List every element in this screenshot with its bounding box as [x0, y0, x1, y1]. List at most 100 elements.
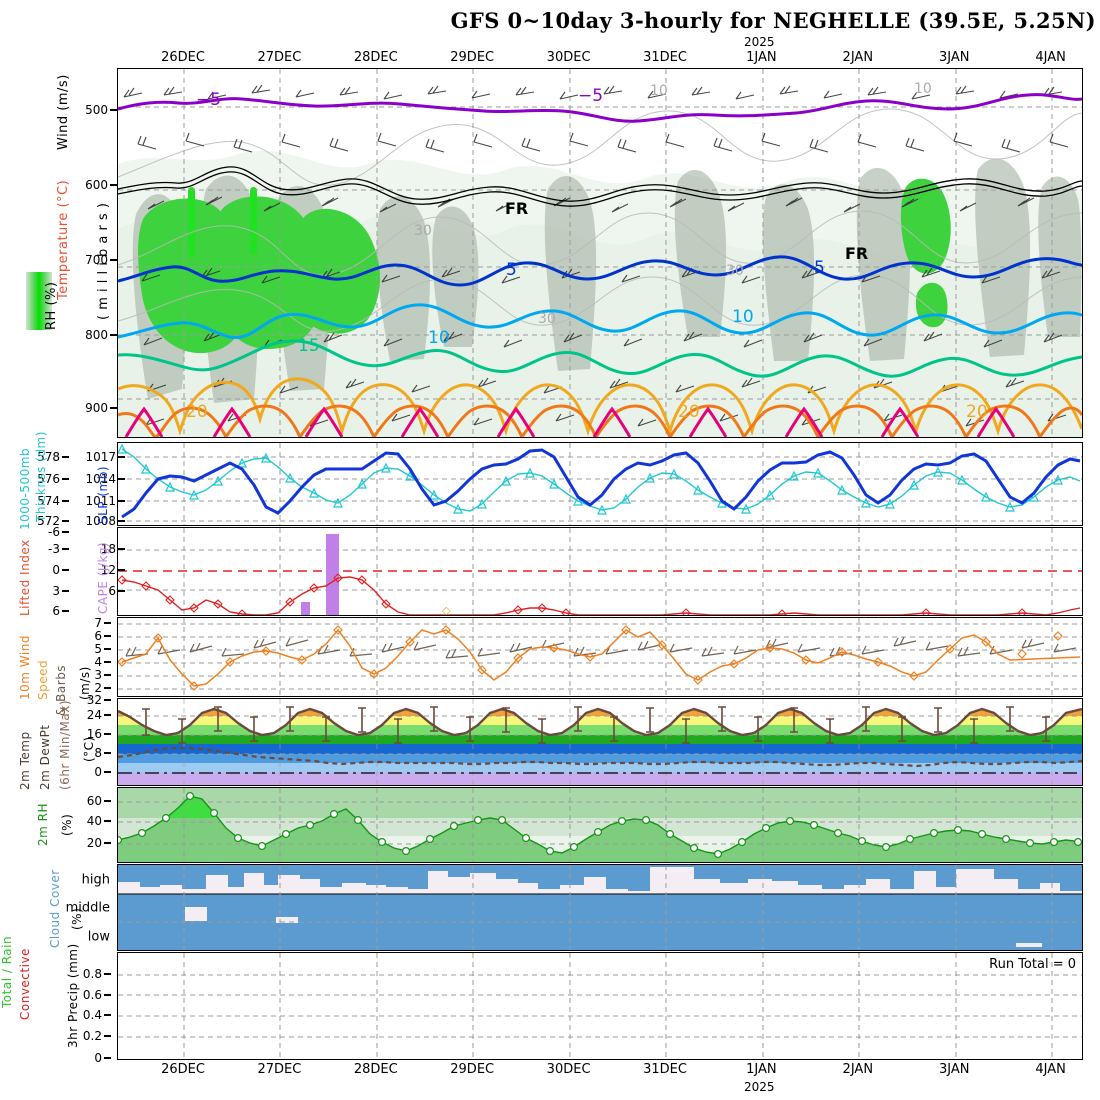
tick-mark — [104, 714, 111, 716]
axis-label-pressure: ( m i l l i b a r s ) — [96, 202, 111, 320]
lifted-index-y-tick: -6 — [48, 525, 60, 539]
tick-mark — [104, 1014, 111, 1016]
temp-fill-above — [118, 699, 1082, 785]
temp-y-tick: 24 — [86, 708, 102, 722]
tick-mark — [62, 456, 69, 458]
isotherm-15 — [118, 339, 1082, 378]
rh-y-tick: 40 — [86, 814, 102, 828]
x-tick-label: 26DEC — [161, 50, 205, 65]
wind-y-tick: 6 — [94, 629, 102, 643]
x-tick-label: 1JAN — [746, 1062, 777, 1077]
tick-mark — [104, 973, 111, 975]
precip-panel: Run Total = 0 — [117, 952, 1083, 1060]
wind-speed-panel — [117, 617, 1083, 697]
upper-air-sounding-panel: −5 −5 FR FR x x . . . . . . . 5 5 10 10 … — [117, 68, 1083, 438]
top-year-label: 2025 — [744, 35, 775, 49]
axis-label-2m-temp: 2m Temp — [18, 731, 32, 790]
legend-convective: Convective — [18, 948, 32, 1020]
contour-label: 10 — [650, 83, 668, 99]
tick-mark — [110, 184, 117, 186]
tick-mark — [110, 334, 117, 336]
tick-mark — [62, 531, 69, 533]
lifted-index-markers — [118, 573, 1027, 615]
axis-label-2m-rh: 2m RH — [36, 803, 50, 846]
tick-mark — [118, 456, 125, 458]
legend-total-rain: Total / Rain — [0, 935, 14, 1008]
tick-mark — [118, 569, 125, 571]
x-tick-label: 4JAN — [1035, 1062, 1066, 1077]
x-tick-label: 30DEC — [546, 1062, 591, 1077]
contour-label: −5 — [578, 86, 603, 106]
x-tick-label: 2JAN — [842, 1062, 874, 1077]
tick-mark — [62, 478, 69, 480]
tick-mark — [104, 622, 111, 624]
tick-mark — [104, 699, 111, 701]
tick-mark — [104, 687, 111, 689]
temp-y-tick: 32 — [86, 693, 102, 707]
cape-bars — [301, 534, 339, 615]
lifted-index-series — [121, 576, 1081, 615]
tick-mark — [110, 109, 117, 111]
axis-label-minmax: (6hr Min/Max) — [58, 700, 72, 790]
contour-label: 20 — [186, 402, 208, 422]
sounding-y-tick: 700 — [85, 253, 108, 267]
contour-label: 30 — [538, 311, 556, 327]
temp-dewpoint-panel — [117, 698, 1083, 786]
axis-label-slp: SLP (mb) — [96, 465, 110, 524]
slp-y-tick: 1008 — [85, 514, 116, 528]
cloud-row-label-high: high — [81, 872, 110, 888]
isotherm-5 — [118, 255, 1082, 287]
thickness-series — [121, 448, 1081, 512]
isotherm-25 — [118, 404, 1082, 437]
tick-mark — [118, 478, 125, 480]
x-tick-label: 31DEC — [643, 1062, 687, 1077]
slp-y-tick: 1011 — [85, 494, 116, 508]
axis-label-rh: RH (%) — [44, 281, 59, 330]
contour-label: 20 — [966, 402, 988, 422]
x-tick-label: 31DEC — [643, 50, 687, 65]
axis-label-2m-dewpt: 2m DewPt — [38, 724, 52, 790]
axis-label-rh-units: (%) — [60, 813, 74, 836]
cape-y-tick: 6 — [108, 584, 116, 598]
wind-y-tick: 3 — [94, 668, 102, 682]
tick-mark — [104, 752, 111, 754]
cloud-row-label-middle: middle — [65, 900, 110, 916]
page-title: GFS 0~10day 3-hourly for NEGHELLE (39.5E… — [450, 8, 1096, 33]
tick-mark — [118, 548, 125, 550]
axis-label-thickness: 1000-500mb — [18, 447, 32, 530]
precip-y-tick: 0 — [94, 1051, 102, 1065]
contour-label: −5 — [196, 90, 221, 110]
wind-y-tick: 7 — [94, 616, 102, 630]
rh-2m-markers — [118, 791, 1082, 858]
cape-lifted-index-panel: ◇ — [117, 527, 1083, 616]
tick-mark — [62, 520, 69, 522]
rh-y-tick: 20 — [86, 836, 102, 850]
contour-label: 10 — [914, 81, 932, 97]
contour-label: 30 — [414, 223, 432, 239]
slp-thickness-panel — [117, 442, 1083, 526]
tick-mark — [104, 635, 111, 637]
tick-mark — [118, 520, 125, 522]
run-total-label: Run Total = 0 — [989, 957, 1076, 972]
slp-y-tick: 1017 — [85, 450, 116, 464]
isotherm-minus5 — [118, 93, 1082, 123]
lifted-index-y-tick: 0 — [52, 563, 60, 577]
tick-mark — [118, 500, 125, 502]
tick-mark — [62, 610, 69, 612]
x-tick-label: 29DEC — [450, 1062, 495, 1077]
rh-y-tick: 60 — [86, 794, 102, 808]
precip-y-tick: 0.6 — [82, 988, 102, 1002]
rh-legend-swatch — [26, 272, 52, 330]
x-tick-label: 28DEC — [353, 1062, 398, 1077]
isotherm-20 — [118, 377, 1082, 437]
tick-mark — [104, 1057, 111, 1059]
x-tick-label: 26DEC — [161, 1062, 205, 1077]
sounding-y-tick: 800 — [85, 328, 108, 342]
contour-label: 5 — [814, 258, 825, 278]
tick-mark — [104, 820, 111, 822]
contour-label: 10 — [428, 328, 450, 348]
tick-mark — [104, 842, 111, 844]
dewpoint-2m-series — [118, 746, 1082, 768]
tick-mark — [104, 1035, 111, 1037]
axis-label-lifted-index: Lifted Index — [18, 539, 32, 616]
